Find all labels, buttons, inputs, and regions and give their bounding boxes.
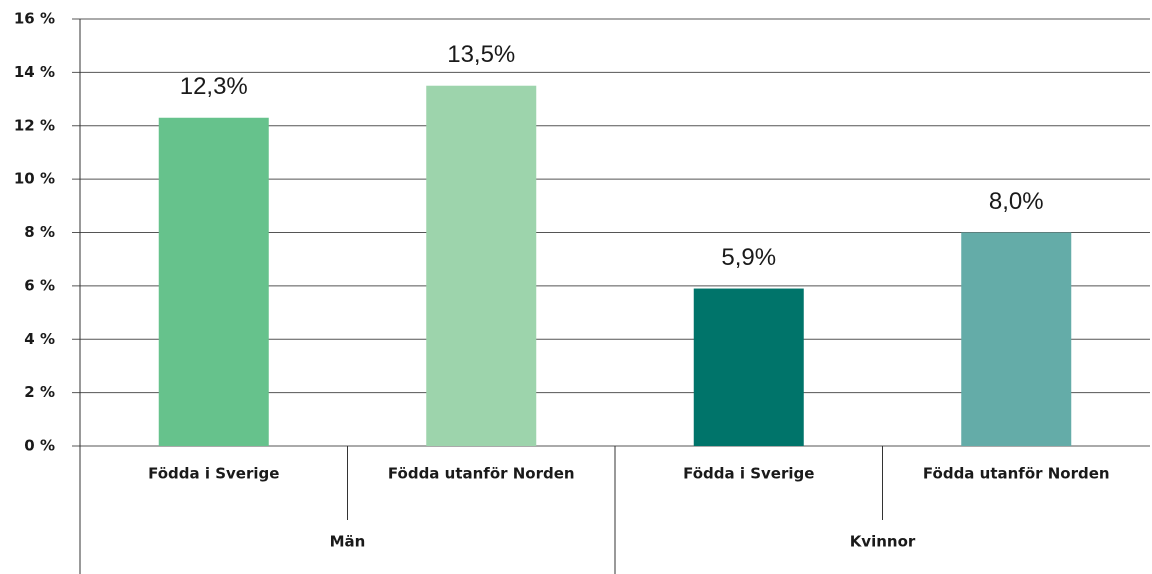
group-label: Män [330, 533, 366, 551]
x-tick-label: Födda i Sverige [148, 465, 279, 483]
y-tick-label: 6 % [24, 276, 55, 294]
bar [158, 117, 269, 447]
x-tick-label: Födda utanför Norden [923, 465, 1110, 483]
group-label: Kvinnor [850, 533, 916, 551]
bar [693, 288, 804, 446]
y-tick-label: 0 % [24, 437, 55, 455]
value-label: 5,9% [721, 244, 776, 271]
bar [961, 232, 1072, 446]
y-tick-label: 16 % [14, 10, 55, 28]
y-tick-label: 12 % [14, 116, 55, 134]
y-tick-label: 14 % [14, 63, 55, 81]
bar [426, 85, 537, 446]
value-label: 8,0% [989, 188, 1044, 215]
y-tick-label: 4 % [24, 330, 55, 348]
y-tick-label: 8 % [24, 223, 55, 241]
y-tick-label: 2 % [24, 383, 55, 401]
value-label: 12,3% [180, 73, 248, 100]
x-tick-label: Födda utanför Norden [388, 465, 575, 483]
x-tick-label: Födda i Sverige [683, 465, 814, 483]
y-tick-label: 10 % [14, 170, 55, 188]
value-label: 13,5% [447, 41, 515, 68]
